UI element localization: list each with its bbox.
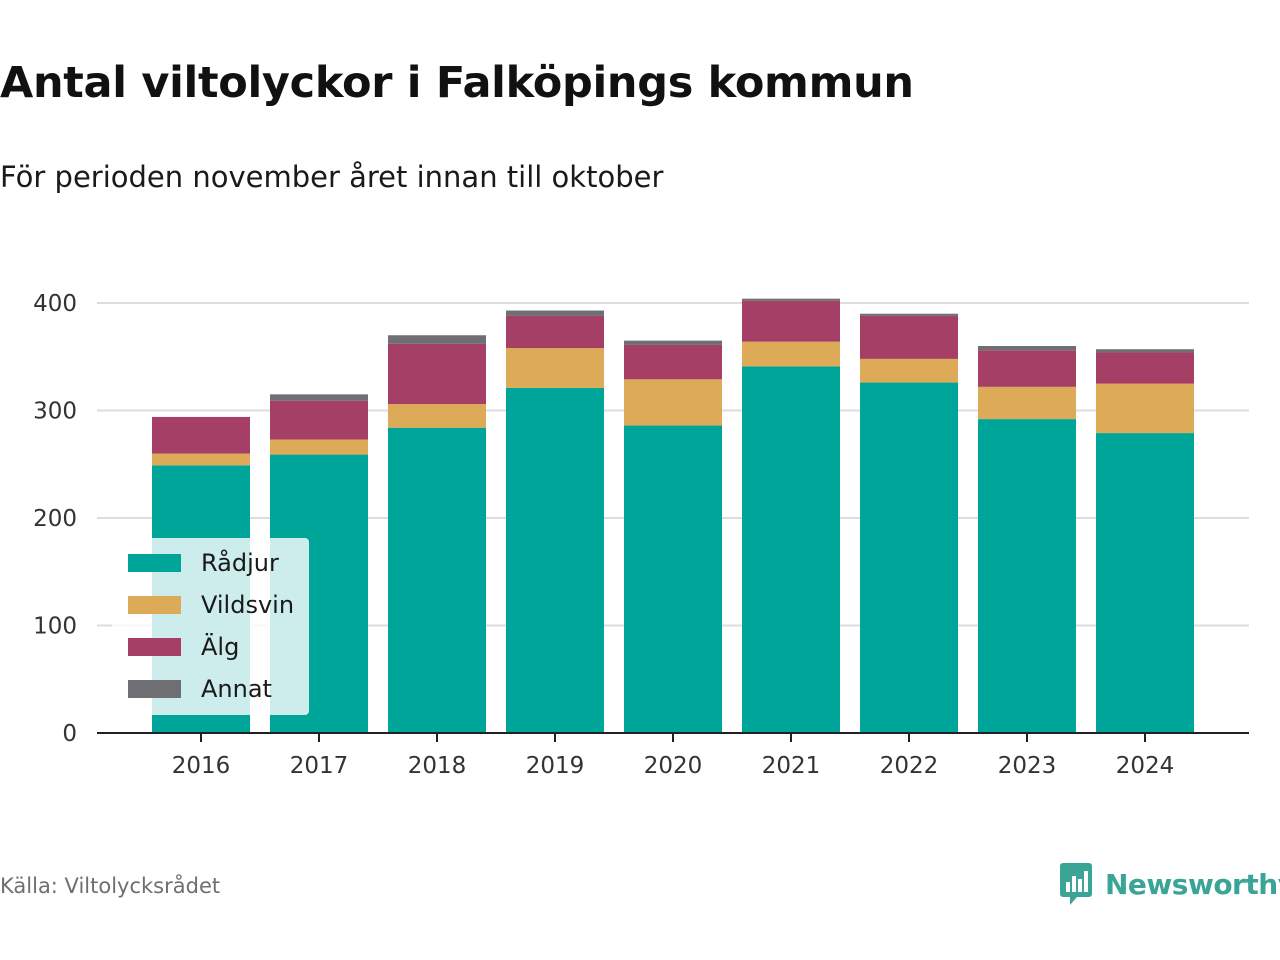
bar-älg-2018: [388, 343, 486, 405]
legend-swatch: [128, 554, 181, 572]
x-axis-ticks: 2016 2017 2018 2019 2020 2021 2022 2023 2024: [172, 733, 1175, 779]
legend-item-rådjur: Rådjur: [128, 548, 279, 577]
legend: Rådjur Vildsvin Älg Annat: [112, 538, 309, 715]
bar-annat-2018: [388, 335, 486, 344]
bar-annat-2020: [624, 340, 722, 345]
legend-box: [112, 538, 309, 715]
chart-subtitle: För perioden november året innan till ok…: [0, 160, 664, 194]
bar-annat-2022: [860, 313, 958, 316]
bar-rådjur-2020: [624, 425, 722, 733]
bar-älg-2019: [506, 315, 604, 349]
bar-stack-2018: [388, 335, 486, 733]
bar-vildsvin-2017: [270, 439, 368, 455]
bar-rådjur-2023: [978, 419, 1076, 733]
legend-swatch: [128, 596, 181, 614]
bar-stack-2024: [1096, 349, 1194, 733]
bar-älg-2024: [1096, 352, 1194, 384]
bar-vildsvin-2019: [506, 348, 604, 388]
x-tick-label: 2016: [172, 753, 231, 779]
bar-annat-2021: [742, 298, 840, 301]
bar-älg-2016: [152, 416, 250, 454]
x-tick-label: 2024: [1116, 753, 1175, 779]
legend-label: Vildsvin: [201, 591, 294, 619]
bar-stack-2022: [860, 313, 958, 733]
bar-vildsvin-2022: [860, 358, 958, 383]
bar-annat-2019: [506, 310, 604, 316]
bar-rådjur-2021: [742, 366, 840, 733]
bar-vildsvin-2024: [1096, 383, 1194, 434]
chart-title: Antal viltolyckor i Falköpings kommun: [0, 58, 914, 108]
legend-item-vildsvin: Vildsvin: [128, 591, 294, 619]
legend-swatch: [128, 680, 181, 698]
x-tick-label: 2023: [998, 753, 1057, 779]
bar-stack-2023: [978, 346, 1076, 733]
bar-stack-2020: [624, 340, 722, 733]
bar-vildsvin-2023: [978, 386, 1076, 420]
bar-älg-2021: [742, 300, 840, 342]
bar-vildsvin-2021: [742, 341, 840, 367]
legend-label: Rådjur: [201, 548, 279, 577]
legend-label: Älg: [201, 632, 239, 661]
bar-älg-2023: [978, 350, 1076, 387]
bar-annat-2023: [978, 346, 1076, 351]
y-tick-label: 0: [62, 721, 77, 747]
newsworthy-logo-icon: [1060, 863, 1092, 905]
x-tick-label: 2018: [408, 753, 467, 779]
x-tick-label: 2019: [526, 753, 585, 779]
bar-rådjur-2018: [388, 427, 486, 733]
legend-item-annat: Annat: [128, 675, 272, 703]
bar-annat-2024: [1096, 349, 1194, 353]
y-tick-label: 400: [33, 291, 77, 317]
brand-name: Newsworthy: [1105, 867, 1280, 901]
bar-stack-2019: [506, 310, 604, 733]
legend-label: Annat: [201, 675, 272, 703]
legend-swatch: [128, 638, 181, 656]
bar-vildsvin-2016: [152, 453, 250, 466]
y-tick-label: 200: [33, 506, 77, 532]
x-tick-label: 2022: [880, 753, 939, 779]
y-tick-label: 100: [33, 614, 77, 640]
bar-stack-2021: [742, 298, 840, 733]
newsworthy-logo[interactable]: Newsworthy: [1059, 862, 1280, 906]
bar-vildsvin-2018: [388, 404, 486, 428]
x-tick-label: 2017: [290, 753, 349, 779]
bar-rådjur-2024: [1096, 433, 1194, 733]
source-note: Källa: Viltolycksrådet: [0, 874, 221, 898]
bar-älg-2020: [624, 344, 722, 380]
x-tick-label: 2020: [644, 753, 703, 779]
bar-rådjur-2019: [506, 387, 604, 733]
bar-annat-2017: [270, 394, 368, 401]
y-axis-ticks: 0 100 200 300 400: [33, 291, 77, 747]
bar-älg-2017: [270, 400, 368, 440]
bar-vildsvin-2020: [624, 379, 722, 426]
x-tick-label: 2021: [762, 753, 821, 779]
legend-item-älg: Älg: [128, 632, 239, 661]
y-tick-label: 300: [33, 399, 77, 425]
bar-rådjur-2022: [860, 382, 958, 733]
bar-älg-2022: [860, 315, 958, 359]
